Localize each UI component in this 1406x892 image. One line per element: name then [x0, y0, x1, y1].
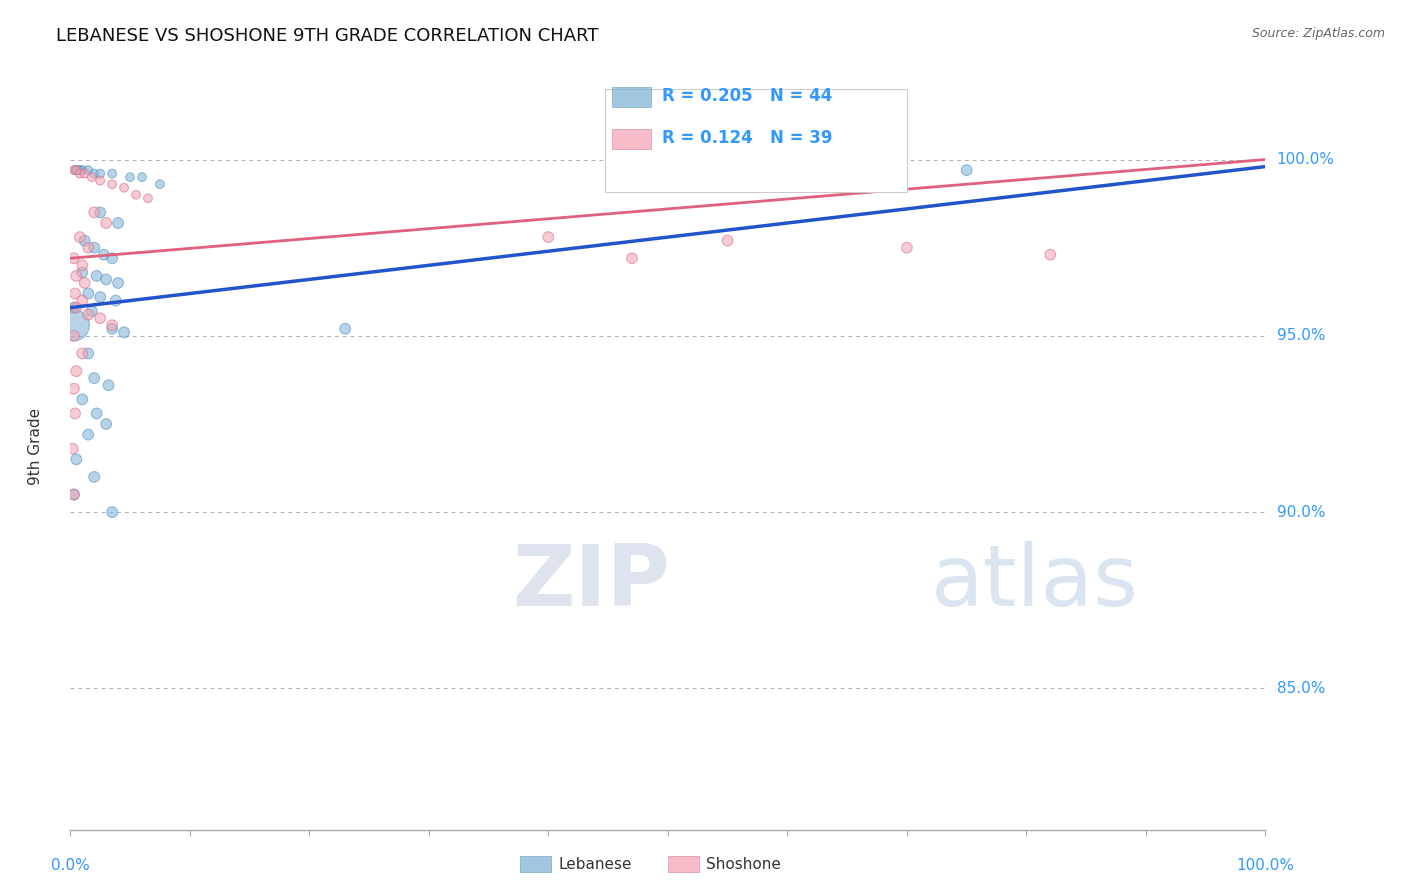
- Point: [70, 265, 93, 279]
- Point: [131, 170, 153, 185]
- Point: [70, 258, 93, 272]
- Text: 9th Grade: 9th Grade: [28, 408, 42, 484]
- Point: [73, 276, 96, 290]
- Point: [89, 311, 111, 326]
- Point: [65, 364, 87, 378]
- Point: [101, 167, 124, 181]
- Point: [70, 346, 93, 360]
- Text: 100.0%: 100.0%: [1277, 152, 1334, 167]
- Point: [112, 180, 135, 194]
- Point: [69, 230, 91, 244]
- Point: [67, 163, 90, 178]
- Point: [89, 167, 111, 181]
- Point: [101, 178, 124, 192]
- Text: ZIP: ZIP: [513, 541, 671, 624]
- Point: [101, 252, 124, 266]
- Point: [63, 163, 86, 178]
- Text: 0.0%: 0.0%: [51, 858, 90, 872]
- Point: [73, 234, 96, 248]
- Point: [86, 268, 108, 283]
- Point: [63, 487, 86, 501]
- Point: [125, 187, 148, 202]
- Point: [63, 301, 86, 315]
- Point: [104, 293, 127, 308]
- Text: Shoshone: Shoshone: [706, 857, 780, 871]
- Point: [63, 286, 86, 301]
- Point: [65, 301, 87, 315]
- Point: [335, 322, 357, 336]
- Text: Source: ZipAtlas.com: Source: ZipAtlas.com: [1251, 27, 1385, 40]
- Point: [93, 248, 115, 262]
- Point: [83, 167, 105, 181]
- Point: [83, 241, 105, 255]
- Point: [70, 293, 93, 308]
- Point: [89, 205, 111, 219]
- Point: [96, 417, 118, 431]
- Point: [107, 276, 129, 290]
- Text: atlas: atlas: [931, 541, 1139, 624]
- Text: R = 0.124   N = 39: R = 0.124 N = 39: [662, 129, 832, 147]
- Point: [621, 252, 644, 266]
- Point: [896, 241, 918, 255]
- Point: [65, 163, 87, 178]
- Point: [89, 174, 111, 188]
- Point: [69, 163, 91, 178]
- Point: [97, 378, 120, 392]
- Point: [83, 205, 105, 219]
- Point: [63, 382, 86, 396]
- Point: [136, 191, 159, 205]
- Point: [120, 170, 141, 185]
- Point: [107, 216, 129, 230]
- Point: [149, 178, 172, 192]
- Point: [77, 163, 100, 178]
- Point: [89, 290, 111, 304]
- Point: [83, 371, 105, 385]
- Point: [65, 452, 87, 467]
- Point: [77, 241, 100, 255]
- Point: [657, 167, 679, 181]
- Point: [63, 252, 86, 266]
- Point: [86, 406, 108, 420]
- Point: [70, 392, 93, 407]
- Point: [77, 308, 100, 322]
- Point: [717, 234, 740, 248]
- Point: [73, 167, 96, 181]
- Point: [96, 272, 118, 286]
- Point: [62, 442, 84, 456]
- Point: [80, 304, 103, 318]
- Point: [77, 427, 100, 442]
- Point: [77, 286, 100, 301]
- Point: [112, 326, 135, 340]
- Point: [63, 329, 86, 343]
- Point: [101, 322, 124, 336]
- Point: [69, 167, 91, 181]
- Point: [80, 170, 103, 185]
- Point: [101, 318, 124, 333]
- Text: 100.0%: 100.0%: [1236, 858, 1295, 872]
- Point: [63, 487, 86, 501]
- Text: 95.0%: 95.0%: [1277, 328, 1324, 343]
- Point: [1039, 248, 1062, 262]
- Point: [65, 163, 87, 178]
- Point: [63, 406, 86, 420]
- Point: [63, 163, 86, 178]
- Point: [96, 216, 118, 230]
- Point: [537, 230, 560, 244]
- Point: [65, 268, 87, 283]
- Point: [83, 470, 105, 484]
- Point: [956, 163, 979, 178]
- Text: 90.0%: 90.0%: [1277, 505, 1324, 520]
- Text: Lebanese: Lebanese: [558, 857, 631, 871]
- Text: LEBANESE VS SHOSHONE 9TH GRADE CORRELATION CHART: LEBANESE VS SHOSHONE 9TH GRADE CORRELATI…: [56, 27, 599, 45]
- Point: [70, 163, 93, 178]
- Point: [63, 318, 86, 333]
- Text: 85.0%: 85.0%: [1277, 681, 1324, 696]
- Point: [77, 346, 100, 360]
- Point: [101, 505, 124, 519]
- Text: R = 0.205   N = 44: R = 0.205 N = 44: [662, 87, 832, 105]
